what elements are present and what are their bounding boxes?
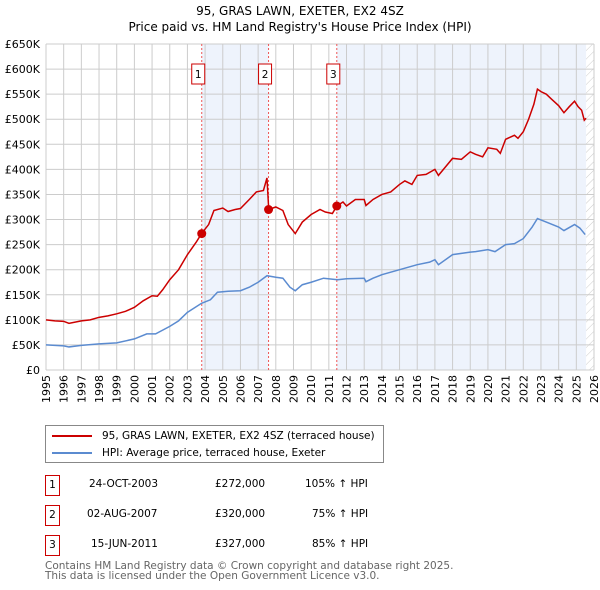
sale-label: 1: [195, 69, 202, 81]
x-tick-label: 2022: [517, 375, 530, 403]
x-tick-label: 2011: [323, 375, 336, 403]
forecast-hatch: [586, 44, 594, 370]
y-tick-label: £100K: [5, 314, 41, 327]
legend-item-hpi: HPI: Average price, terraced house, Exet…: [52, 446, 325, 460]
x-tick-label: 2000: [128, 375, 141, 403]
sale-hpi: 75% ↑ HPI: [312, 508, 369, 520]
table-row: 3 15-JUN-2011 £327,000 85% ↑ HPI: [45, 535, 405, 556]
x-tick-label: 1995: [40, 375, 53, 403]
sale-label-box: [191, 63, 206, 85]
x-tick-label: 2023: [535, 375, 548, 403]
sale-number: 3: [45, 535, 60, 556]
sale-date: 02-AUG-2007: [87, 508, 158, 520]
table-row: 2 02-AUG-2007 £320,000 75% ↑ HPI: [45, 505, 405, 526]
chart-subtitle: Price paid vs. HM Land Registry's House …: [128, 20, 472, 34]
x-tick-label: 2009: [287, 375, 300, 403]
series-line: [45, 217, 586, 348]
footer-line: This data is licensed under the Open Gov…: [45, 570, 380, 582]
x-tick-label: 2021: [500, 375, 513, 403]
x-tick-label: 2004: [199, 375, 212, 403]
y-tick-label: £0: [26, 364, 40, 377]
y-tick-label: £150K: [5, 289, 41, 302]
y-tick-label: £450K: [5, 138, 41, 151]
x-tick-label: 1998: [93, 375, 106, 403]
x-tick-label: 2016: [411, 375, 424, 403]
x-tick-label: 2007: [252, 375, 265, 403]
shaded-region: [336, 44, 587, 370]
x-tick-label: 2012: [341, 375, 354, 403]
sale-price: £320,000: [215, 508, 266, 520]
y-tick-label: £650K: [5, 38, 41, 51]
y-tick-label: £400K: [5, 163, 41, 176]
y-tick-label: £200K: [5, 264, 41, 277]
sale-hpi: 85% ↑ HPI: [312, 538, 369, 550]
x-tick-label: 1996: [58, 375, 71, 403]
sale-point: [264, 205, 274, 215]
sale-hpi: 105% ↑ HPI: [305, 478, 368, 490]
x-tick-label: 2024: [553, 375, 566, 403]
chart-title: 95, GRAS LAWN, EXETER, EX2 4SZ: [196, 4, 404, 18]
price-chart: 1995 1996 1997 1998 1999 2000 2001 2002 2003 2004…: [5, 38, 600, 403]
x-tick-label: 2019: [464, 375, 477, 403]
sale-date: 24-OCT-2003: [89, 478, 158, 490]
x-tick-label: 2008: [270, 375, 283, 403]
footer-line: Contains HM Land Registry data © Crown c…: [45, 560, 454, 572]
legend-swatch: [52, 452, 92, 454]
sale-price: £327,000: [215, 538, 266, 550]
table-row: 1 24-OCT-2003 £272,000 105% ↑ HPI: [45, 475, 405, 496]
legend-item-property: 95, GRAS LAWN, EXETER, EX2 4SZ (terraced…: [52, 429, 375, 443]
y-tick-label: £350K: [5, 188, 41, 201]
x-tick-label: 2015: [394, 375, 407, 403]
y-tick-label: £550K: [5, 88, 41, 101]
y-tick-label: £50K: [12, 339, 41, 352]
x-tick-label: 2003: [181, 375, 194, 403]
sale-label: 2: [262, 69, 269, 81]
x-tick-label: 2001: [146, 375, 159, 403]
legend-label: 95, GRAS LAWN, EXETER, EX2 4SZ (terraced…: [102, 430, 375, 442]
x-tick-label: 2026: [588, 375, 600, 403]
sale-label-box: [258, 63, 273, 85]
sale-label: 3: [330, 69, 337, 81]
sale-point: [197, 229, 207, 239]
y-tick-label: £600K: [5, 63, 41, 76]
x-tick-label: 1999: [111, 375, 124, 403]
x-tick-label: 2010: [305, 375, 318, 403]
sale-price: £272,000: [215, 478, 266, 490]
legend-label: HPI: Average price, terraced house, Exet…: [102, 447, 326, 459]
x-tick-label: 2020: [482, 375, 495, 403]
sale-number: 2: [45, 505, 60, 526]
sale-date: 15-JUN-2011: [91, 538, 158, 550]
sale-point: [332, 201, 342, 211]
x-tick-label: 2013: [358, 375, 371, 403]
series-line: [45, 87, 587, 325]
legend-swatch: [52, 435, 92, 437]
x-tick-label: 1997: [75, 375, 88, 403]
sale-label-box: [326, 63, 341, 85]
y-tick-label: £250K: [5, 239, 41, 252]
y-tick-label: £300K: [5, 214, 41, 227]
y-tick-label: £500K: [5, 113, 41, 126]
x-tick-label: 2014: [376, 375, 389, 403]
x-tick-label: 2006: [234, 375, 247, 403]
x-tick-label: 2005: [217, 375, 230, 403]
sale-number: 1: [45, 475, 60, 496]
x-tick-label: 2017: [429, 375, 442, 403]
x-tick-label: 2002: [164, 375, 177, 403]
legend: 95, GRAS LAWN, EXETER, EX2 4SZ (terraced…: [45, 425, 384, 463]
shaded-region: [201, 44, 269, 370]
footer: Contains HM Land Registry data © Crown c…: [45, 560, 454, 582]
x-tick-label: 2018: [447, 375, 460, 403]
x-tick-label: 2025: [570, 375, 583, 403]
